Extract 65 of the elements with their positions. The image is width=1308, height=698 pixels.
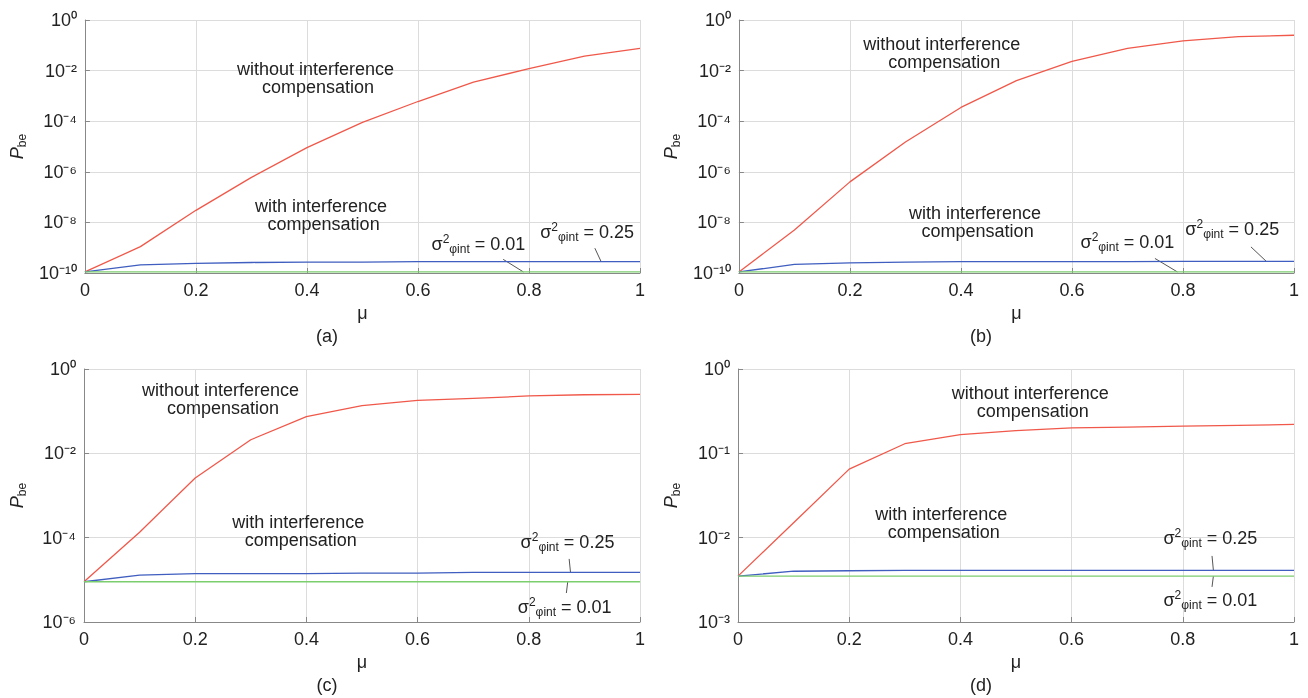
x-tick-label: 0.8 bbox=[516, 280, 542, 300]
x-tick-label: 0 bbox=[78, 629, 90, 649]
x-tick-label: 0.2 bbox=[183, 280, 209, 300]
y-tick-label: 10⁻² bbox=[698, 60, 731, 81]
x-tick-label: 1 bbox=[1288, 280, 1300, 300]
line-series bbox=[737, 423, 1295, 577]
y-tick-label: 10⁻¹⁰ bbox=[692, 263, 731, 283]
annotation: without interference compensation bbox=[950, 382, 1114, 421]
x-axis-title: μ bbox=[357, 302, 368, 323]
y-tick-label: 10⁻⁶ bbox=[42, 612, 76, 632]
x-tick-label: 0.2 bbox=[836, 629, 862, 649]
y-tick-label: 10⁻⁶ bbox=[697, 161, 731, 182]
y-tick-label: 10⁻⁴ bbox=[42, 527, 76, 548]
text: (b) bbox=[970, 326, 992, 346]
annotation: with interference compensation bbox=[254, 195, 393, 234]
x-tick-label: 1 bbox=[1288, 629, 1300, 649]
x-tick-label: 0.8 bbox=[1170, 280, 1196, 300]
x-axis-title: μ bbox=[356, 651, 368, 672]
x-tick-label: 0.6 bbox=[1059, 629, 1085, 649]
y-axis-title: Pbe bbox=[661, 133, 683, 160]
x-tick-label: 0.6 bbox=[405, 629, 431, 649]
y-tick-label: 10⁻⁸ bbox=[43, 212, 77, 233]
x-tick-label: 0 bbox=[733, 280, 744, 300]
y-tick-label: 10⁻⁴ bbox=[697, 111, 731, 132]
x-tick-label: 0.4 bbox=[947, 629, 973, 649]
x-tick-label: 0.2 bbox=[182, 629, 208, 649]
y-tick-label: 10⁻² bbox=[44, 60, 77, 81]
annotation: with interference compensation bbox=[874, 504, 1013, 543]
text: (a) bbox=[316, 326, 338, 346]
x-tick-label: 0.4 bbox=[293, 629, 319, 649]
y-tick-label: 10⁻⁸ bbox=[697, 212, 731, 233]
x-tick-label: 0.8 bbox=[1170, 629, 1196, 649]
x-tick-label: 0.6 bbox=[1059, 280, 1085, 300]
y-tick-label: 10⁰ bbox=[703, 359, 730, 379]
y-tick-label: 10⁻¹⁰ bbox=[38, 263, 77, 283]
annotation: without interference compensation bbox=[862, 33, 1026, 72]
y-tick-label: 10⁰ bbox=[704, 10, 731, 30]
y-axis-title: Pbe bbox=[661, 482, 683, 509]
y-tick-label: 10⁰ bbox=[50, 10, 77, 30]
y-axis-title: Pbe bbox=[7, 133, 29, 160]
x-axis-title: μ bbox=[1011, 302, 1022, 323]
x-tick-label: 0.4 bbox=[294, 280, 320, 300]
y-tick-label: 10⁻⁶ bbox=[43, 161, 77, 182]
annotation: without interference compensation bbox=[140, 380, 305, 419]
y-tick-label: 10⁻² bbox=[43, 443, 77, 464]
y-tick-label: 10⁻⁴ bbox=[43, 111, 77, 132]
y-axis-title: Pbe bbox=[7, 482, 29, 509]
annotation: with interference compensation bbox=[908, 203, 1047, 242]
x-tick-label: 0.6 bbox=[405, 280, 431, 300]
x-tick-label: 0 bbox=[79, 280, 90, 300]
y-tick-label: 10⁻¹ bbox=[697, 443, 731, 464]
y-tick-label: 10⁻³ bbox=[697, 612, 731, 632]
x-tick-label: 1 bbox=[634, 629, 646, 649]
x-tick-label: 0.4 bbox=[948, 280, 974, 300]
annotation: without interference compensation bbox=[236, 59, 400, 98]
text: (c) bbox=[316, 675, 338, 695]
x-tick-label: 1 bbox=[634, 280, 646, 300]
annotation: with interference compensation bbox=[231, 511, 370, 550]
y-tick-label: 10⁻² bbox=[697, 527, 731, 548]
x-tick-label: 0 bbox=[732, 629, 744, 649]
x-axis-title: μ bbox=[1010, 651, 1022, 672]
text: (d) bbox=[970, 675, 992, 695]
x-tick-label: 0.2 bbox=[837, 280, 863, 300]
x-tick-label: 0.8 bbox=[516, 629, 542, 649]
y-tick-label: 10⁰ bbox=[49, 359, 76, 379]
